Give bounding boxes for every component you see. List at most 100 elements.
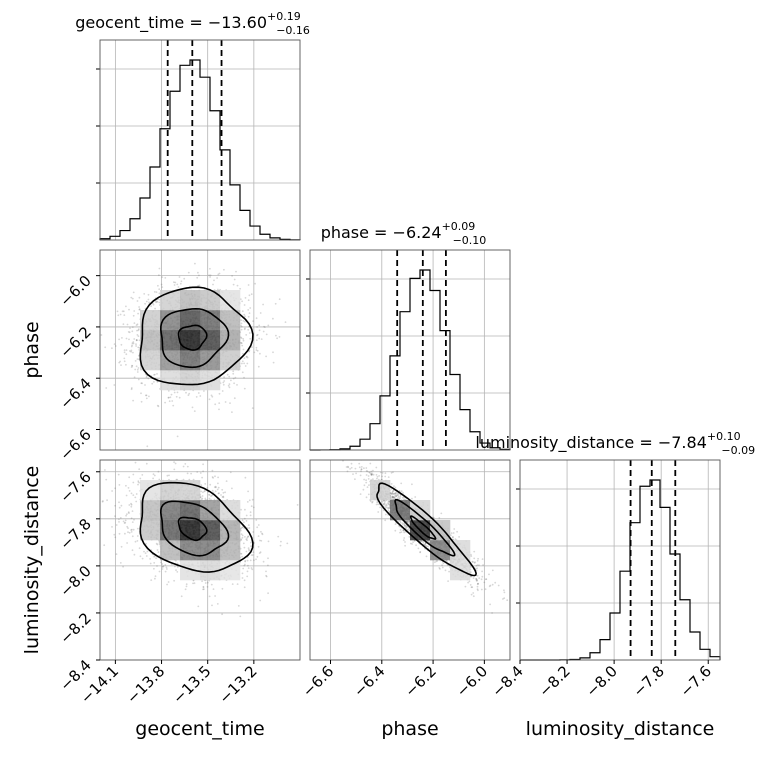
title-phase: phase = −6.24+0.09 xyxy=(321,220,476,242)
sample-point xyxy=(180,280,183,283)
sample-point xyxy=(133,310,136,312)
sample-point xyxy=(173,391,176,394)
sample-point xyxy=(132,342,135,345)
sample-point xyxy=(114,536,117,539)
sample-point xyxy=(240,247,242,249)
sample-point xyxy=(252,506,255,509)
sample-point xyxy=(253,559,255,562)
sample-point xyxy=(214,403,217,406)
sample-point xyxy=(208,493,210,496)
sample-point xyxy=(216,603,219,605)
sample-point xyxy=(208,595,211,598)
sample-point xyxy=(240,508,242,511)
title-geocent_time: geocent_time = −13.60+0.19 xyxy=(75,10,301,33)
sample-point xyxy=(158,267,161,270)
sample-point xyxy=(128,490,131,492)
sample-point xyxy=(258,552,261,554)
title-lower-error: −0.10 xyxy=(453,234,487,247)
sample-point xyxy=(239,298,242,301)
sample-point xyxy=(235,270,237,273)
sample-point xyxy=(158,288,161,291)
sample-point xyxy=(227,384,230,387)
sample-point xyxy=(124,532,126,535)
sample-point xyxy=(228,383,231,385)
sample-point xyxy=(114,515,116,517)
sample-point xyxy=(244,476,247,479)
sample-point xyxy=(403,531,406,534)
density-cell xyxy=(180,560,201,581)
sample-point xyxy=(172,404,175,407)
sample-point xyxy=(153,381,155,383)
sample-point xyxy=(143,550,145,553)
sample-point xyxy=(243,328,246,331)
sample-point xyxy=(166,583,169,586)
sample-point xyxy=(122,565,124,568)
sample-point xyxy=(244,560,247,562)
sample-point xyxy=(385,506,387,509)
sample-point xyxy=(126,323,129,326)
sample-point xyxy=(258,329,261,332)
sample-point xyxy=(250,293,253,296)
sample-point xyxy=(388,500,390,502)
sample-point xyxy=(255,558,257,561)
sample-point xyxy=(233,382,236,385)
sample-point xyxy=(231,487,233,490)
sample-point xyxy=(154,575,157,578)
sample-point xyxy=(130,502,132,505)
sample-point xyxy=(375,466,378,469)
title-main: luminosity_distance = −7.84 xyxy=(475,433,706,453)
sample-point xyxy=(138,547,141,550)
sample-point xyxy=(137,480,140,483)
sample-point xyxy=(258,337,261,340)
sample-point xyxy=(212,588,215,590)
sample-point xyxy=(131,549,134,552)
sample-point xyxy=(247,524,250,526)
sample-point xyxy=(388,503,391,506)
sample-point xyxy=(401,496,404,499)
sample-point xyxy=(118,532,121,535)
sample-point xyxy=(198,274,200,277)
title-upper-error: +0.09 xyxy=(442,220,476,233)
sample-point xyxy=(252,320,255,322)
sample-point xyxy=(174,565,176,568)
sample-point xyxy=(244,327,246,330)
sample-point xyxy=(249,511,252,514)
sample-point xyxy=(117,314,120,317)
sample-point xyxy=(133,322,136,324)
sample-point xyxy=(243,579,246,582)
sample-point xyxy=(155,291,158,293)
sample-point xyxy=(141,474,144,476)
sample-point xyxy=(191,406,194,409)
sample-point xyxy=(476,559,479,562)
sample-point xyxy=(249,307,252,309)
sample-point xyxy=(157,470,160,473)
sample-point xyxy=(263,325,265,328)
density-cell xyxy=(140,310,161,331)
sample-point xyxy=(128,531,131,534)
sample-point xyxy=(239,615,242,618)
title-luminosity_distance: luminosity_distance = −7.84+0.10 xyxy=(475,430,740,453)
sample-point xyxy=(132,494,135,496)
sample-point xyxy=(201,476,204,479)
sample-point xyxy=(183,277,186,280)
sample-point xyxy=(256,326,258,328)
sample-point xyxy=(250,541,252,544)
sample-point xyxy=(239,336,242,339)
sample-point xyxy=(156,380,159,383)
sample-point xyxy=(122,520,125,523)
sample-point xyxy=(245,514,248,517)
sample-point xyxy=(149,562,152,565)
sample-point xyxy=(150,305,153,307)
sample-point xyxy=(245,550,248,553)
sample-point xyxy=(221,613,224,616)
sample-point xyxy=(241,360,244,363)
sample-point xyxy=(118,501,120,504)
sample-point xyxy=(161,566,164,568)
sample-point xyxy=(230,379,232,382)
sample-point xyxy=(247,564,249,567)
sample-point xyxy=(243,362,246,365)
sample-point xyxy=(135,343,137,346)
sample-point xyxy=(138,296,141,299)
sample-point xyxy=(156,565,158,567)
sample-point xyxy=(113,533,116,536)
